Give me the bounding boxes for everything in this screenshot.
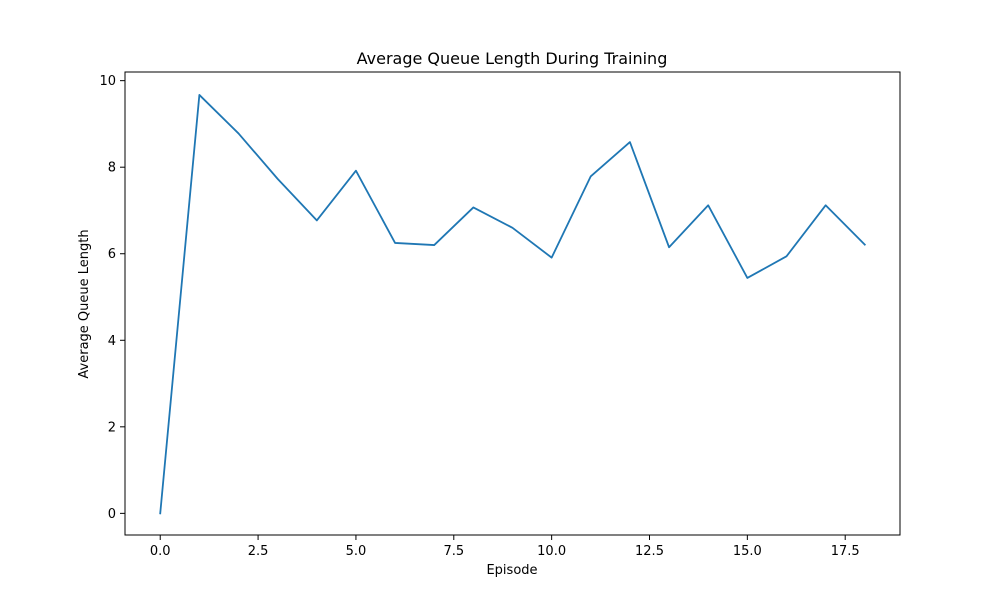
x-axis-label: Episode xyxy=(486,563,537,578)
x-tick-label: 7.5 xyxy=(443,544,464,559)
chart-title: Average Queue Length During Training xyxy=(357,49,668,68)
x-tick-label: 10.0 xyxy=(537,544,566,559)
plot-area: 0.0 2.5 5.0 7.5 10.0 12.5 15.0 17.5 0 2 4 6 8 10 xyxy=(99,71,901,559)
x-tick-label: 2.5 xyxy=(248,544,269,559)
y-tick-label: 6 xyxy=(108,247,116,262)
x-tick-label: 5.0 xyxy=(346,544,367,559)
plot-frame xyxy=(124,71,901,536)
y-axis-label: Average Queue Length xyxy=(77,229,92,378)
x-tick-label: 0.0 xyxy=(150,544,171,559)
x-tick-label: 17.5 xyxy=(831,544,860,559)
series-line-0 xyxy=(159,94,867,515)
y-tick-label: 4 xyxy=(108,334,116,349)
y-tick-label: 10 xyxy=(99,74,116,89)
x-tick-label: 12.5 xyxy=(635,544,664,559)
x-tick-label: 15.0 xyxy=(733,544,762,559)
y-tick-label: 2 xyxy=(108,420,116,435)
y-tick-label: 8 xyxy=(108,161,116,176)
y-tick-label: 0 xyxy=(108,507,116,522)
